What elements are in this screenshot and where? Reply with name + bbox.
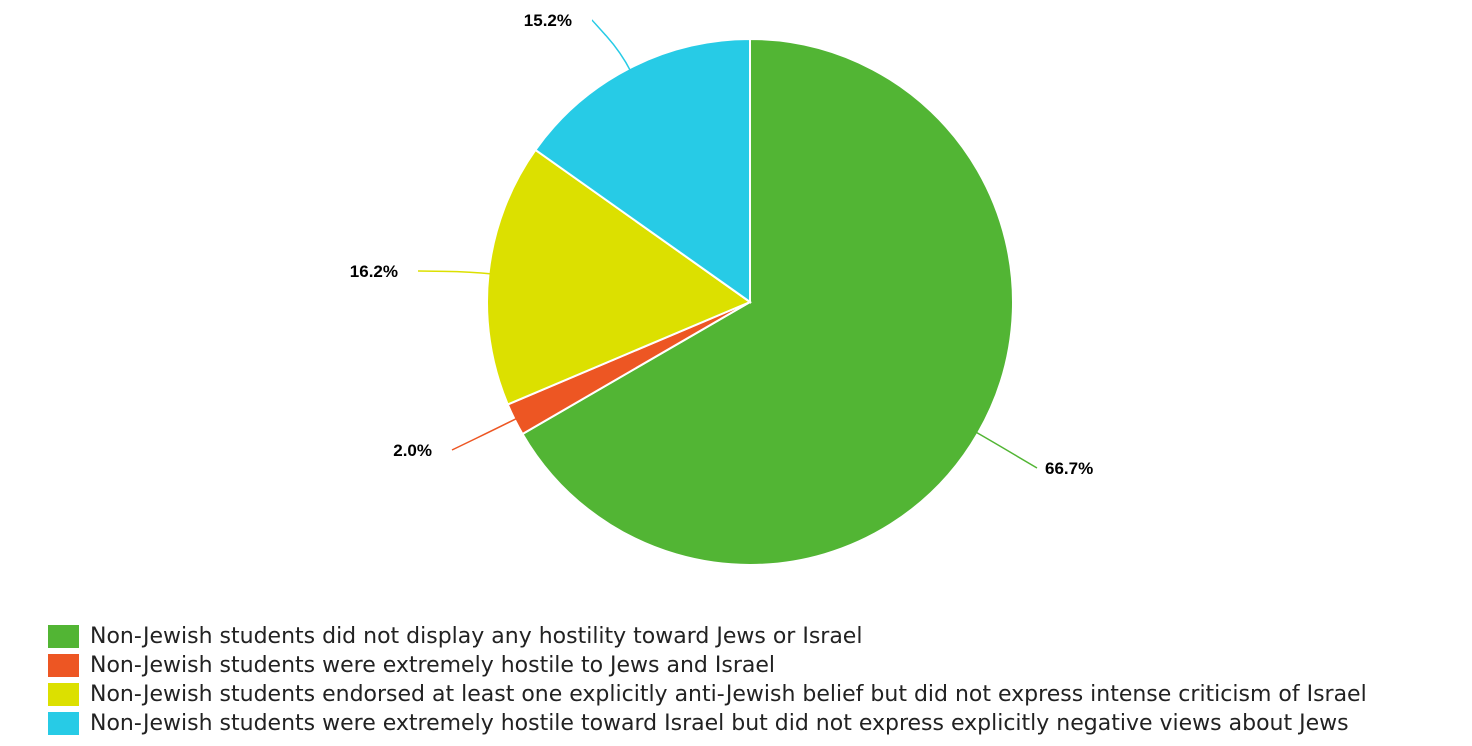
legend-swatch [48, 712, 79, 735]
legend-item-3[interactable]: Non-Jewish students endorsed at least on… [48, 680, 1367, 709]
legend-item-4[interactable]: Non-Jewish students were extremely hosti… [48, 709, 1367, 738]
legend-label: Non-Jewish students endorsed at least on… [90, 682, 1367, 707]
chart-legend: Non-Jewish students did not display any … [48, 622, 1367, 738]
leader-lines [417, 19, 1038, 469]
legend-swatch [48, 625, 79, 648]
legend-label: Non-Jewish students did not display any … [90, 624, 863, 649]
slice-labels: 66.7% 2.0% 16.2% 15.2% [350, 11, 1093, 478]
slice-label-1: 66.7% [1045, 459, 1093, 478]
leader-line-2 [451, 416, 519, 451]
pie-slices [486, 37, 1014, 566]
leader-line-1 [974, 430, 1038, 469]
legend-swatch [48, 654, 79, 677]
legend-label: Non-Jewish students were extremely hosti… [90, 653, 776, 678]
leader-line-4 [591, 19, 632, 73]
slice-label-4: 15.2% [524, 11, 572, 30]
legend-label: Non-Jewish students were extremely hosti… [90, 711, 1349, 736]
legend-swatch [48, 683, 79, 706]
pie-chart: 66.7% 2.0% 16.2% 15.2% [350, 11, 1093, 566]
slice-label-2: 2.0% [393, 441, 432, 460]
legend-item-1[interactable]: Non-Jewish students did not display any … [48, 622, 1367, 651]
legend-item-2[interactable]: Non-Jewish students were extremely hosti… [48, 651, 1367, 680]
leader-line-3 [417, 270, 493, 275]
slice-label-3: 16.2% [350, 262, 398, 281]
